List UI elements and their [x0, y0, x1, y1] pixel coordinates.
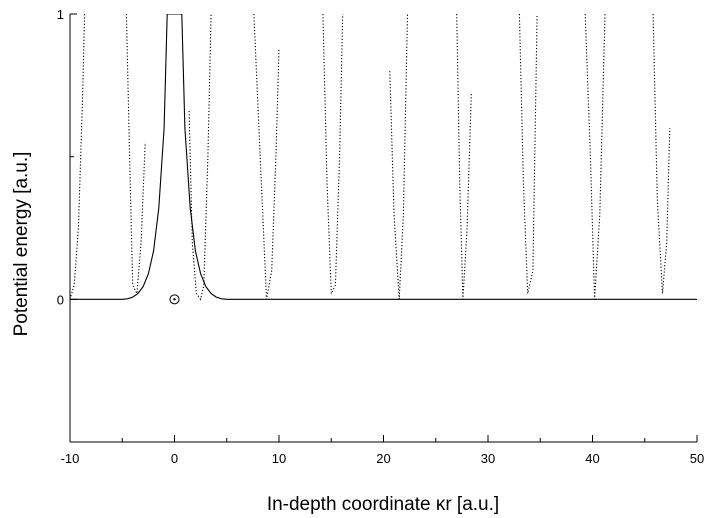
dotted-series-line — [389, 14, 409, 300]
y-tick-label: 0 — [57, 292, 64, 307]
dotted-series-line — [652, 14, 671, 294]
circled-dot-marker — [169, 294, 180, 305]
x-tick-label: 40 — [585, 451, 599, 466]
y-tick-label: 1 — [57, 7, 64, 22]
dotted-series-line — [70, 14, 86, 300]
x-tick-label: 0 — [171, 451, 178, 466]
x-tick-label: -10 — [61, 451, 80, 466]
plot-area — [70, 14, 697, 301]
x-axis-title: In-depth coordinate κr [a.u.] — [267, 494, 499, 515]
y-axis-title: Potential energy [a.u.] — [11, 152, 32, 337]
marker-dot — [173, 298, 176, 301]
dotted-series-line — [125, 14, 146, 296]
dotted-series-line — [253, 14, 280, 300]
dotted-series-line — [322, 14, 344, 294]
x-tick-label: 20 — [376, 451, 390, 466]
x-tick-label: 10 — [272, 451, 286, 466]
solid-series-line — [70, 14, 697, 300]
y-ticks: 01 — [57, 7, 77, 443]
x-tick-label: 30 — [481, 451, 495, 466]
x-tick-label: 50 — [690, 451, 704, 466]
dotted-series-line — [456, 14, 472, 300]
dotted-series-line — [188, 14, 212, 301]
dotted-series-line — [518, 14, 538, 294]
marker-ring — [169, 294, 180, 305]
annotation-layer — [169, 294, 180, 305]
dotted-series-line — [584, 14, 606, 300]
x-ticks: -10 0 10 20 30 40 50 — [61, 435, 704, 466]
